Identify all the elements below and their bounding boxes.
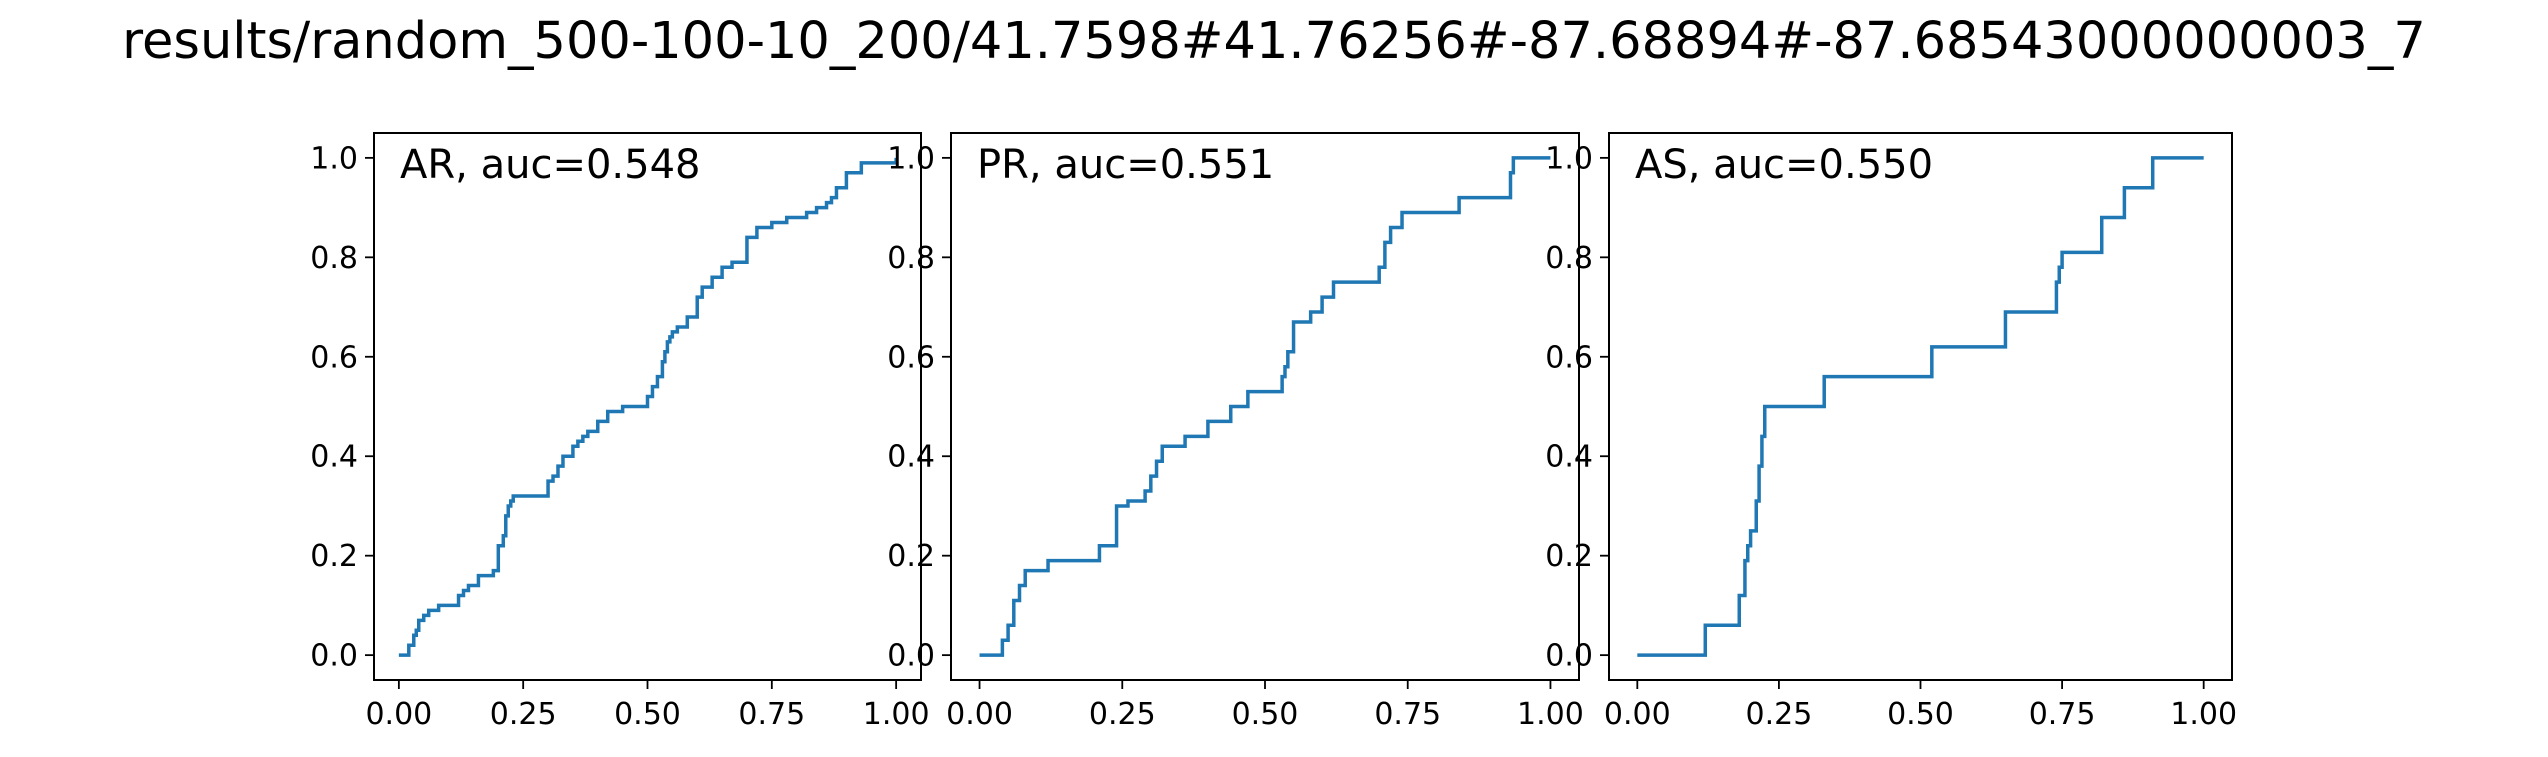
x-tick-label: 0.75 [1374, 697, 1441, 732]
x-tick-label: 1.00 [2170, 697, 2237, 732]
series-line [398, 157, 898, 657]
chart-panel-2: 0.00 0.25 0.50 0.75 1.00 0.0 0.2 0.4 0.6 0.8 1.0 PR… [887, 132, 1584, 732]
y-tick-label: 0.0 [1545, 639, 1593, 674]
x-tick-label: 0.50 [614, 697, 681, 732]
y-tick-label: 0.0 [310, 639, 358, 674]
y-tick-label: 1.0 [887, 141, 935, 176]
y-tick-label: 0.0 [887, 639, 935, 674]
chart-title: AS, auc=0.550 [1635, 142, 1933, 188]
axes-frame [950, 132, 1580, 681]
x-tick-label: 0.50 [1887, 697, 1954, 732]
x-tick-label: 0.50 [1232, 697, 1299, 732]
y-tick-label: 0.6 [1545, 340, 1593, 375]
x-tick-label: 0.75 [738, 697, 805, 732]
chart-panel-1: 0.00 0.25 0.50 0.75 1.00 0.0 0.2 0.4 0.6 0.8 1.0 AR… [310, 132, 930, 732]
y-tick-label: 0.4 [887, 440, 935, 475]
x-tick-label: 0.00 [365, 697, 432, 732]
x-tick-label: 0.00 [946, 697, 1013, 732]
y-tick-label: 0.6 [310, 340, 358, 375]
y-tick-label: 0.8 [310, 241, 358, 276]
y-tick-label: 0.8 [887, 241, 935, 276]
y-tick-label: 0.2 [887, 539, 935, 574]
axes-frame [1608, 132, 2233, 681]
y-tick-label: 0.4 [1545, 440, 1593, 475]
y-tick-label: 0.2 [1545, 539, 1593, 574]
chart-panel-3: 0.00 0.25 0.50 0.75 1.00 0.0 0.2 0.4 0.6 0.8 1.0 AS… [1545, 132, 2237, 732]
x-tick-label: 0.75 [2029, 697, 2096, 732]
y-tick-label: 0.4 [310, 440, 358, 475]
x-tick-label: 1.00 [863, 697, 930, 732]
x-tick-label: 0.00 [1604, 697, 1671, 732]
series-line [979, 156, 1551, 657]
chart-title: AR, auc=0.548 [400, 142, 700, 188]
y-tick-label: 0.8 [1545, 241, 1593, 276]
y-tick-label: 1.0 [1545, 141, 1593, 176]
chart-title: PR, auc=0.551 [977, 142, 1274, 188]
y-tick-label: 0.2 [310, 539, 358, 574]
y-tick-label: 0.6 [887, 340, 935, 375]
y-tick-label: 1.0 [310, 141, 358, 176]
x-tick-label: 0.25 [1746, 697, 1813, 732]
series-line [1637, 156, 2204, 657]
x-tick-label: 0.25 [490, 697, 557, 732]
x-tick-label: 0.25 [1089, 697, 1156, 732]
x-tick-label: 1.00 [1517, 697, 1584, 732]
figure-title: results/random_500-100-10_200/41.7598#41… [122, 12, 2426, 71]
